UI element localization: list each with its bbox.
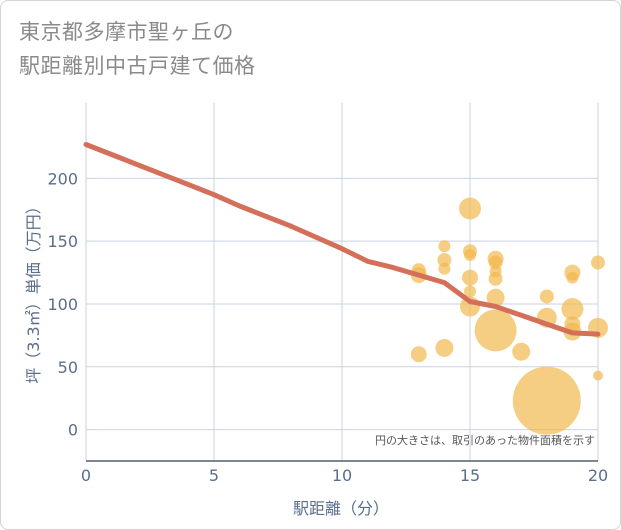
data-points: [410, 197, 608, 435]
chart-title-line-2: 駅距離別中古戸建て価格: [19, 54, 256, 78]
y-axis-label: 坪（3.3㎡）単価（万円）: [24, 198, 43, 383]
x-tick-label: 10: [332, 466, 352, 485]
data-point: [486, 288, 505, 307]
data-point: [438, 240, 451, 253]
size-annotation: 円の大きさは、取引のあった物件面積を示す: [375, 433, 595, 447]
y-tick-label: 50: [58, 358, 78, 377]
data-point: [561, 298, 584, 321]
data-point: [593, 370, 603, 381]
y-tick-label: 0: [68, 421, 78, 440]
data-point: [487, 250, 504, 267]
x-tick-label: 20: [588, 466, 608, 485]
data-point: [410, 346, 427, 363]
data-point: [438, 262, 451, 275]
data-point: [464, 285, 476, 298]
x-axis-label: 駅距離（分）: [293, 499, 389, 518]
data-point: [591, 255, 605, 270]
data-point: [512, 366, 581, 435]
data-point: [464, 248, 476, 261]
chart-title-line-1: 東京都多摩市聖ヶ丘の: [19, 20, 234, 44]
data-point: [539, 289, 554, 304]
x-tick-label: 0: [81, 466, 91, 485]
trend-line-group: [83, 142, 601, 337]
data-point: [474, 309, 517, 352]
y-tick-label: 100: [47, 295, 78, 314]
data-point: [435, 338, 454, 357]
chart-title: 東京都多摩市聖ヶ丘の 駅距離別中古戸建て価格: [19, 15, 256, 83]
x-tick-label: 15: [460, 466, 480, 485]
x-tick-label: 5: [209, 466, 219, 485]
y-tick-label: 200: [47, 169, 78, 188]
data-point: [566, 271, 579, 284]
grid-lines: [85, 103, 599, 462]
data-point: [437, 253, 452, 268]
data-point: [459, 197, 481, 220]
data-point: [462, 269, 478, 286]
y-tick-label: 150: [47, 232, 78, 251]
data-point: [512, 342, 531, 361]
trend-line: [83, 142, 601, 337]
